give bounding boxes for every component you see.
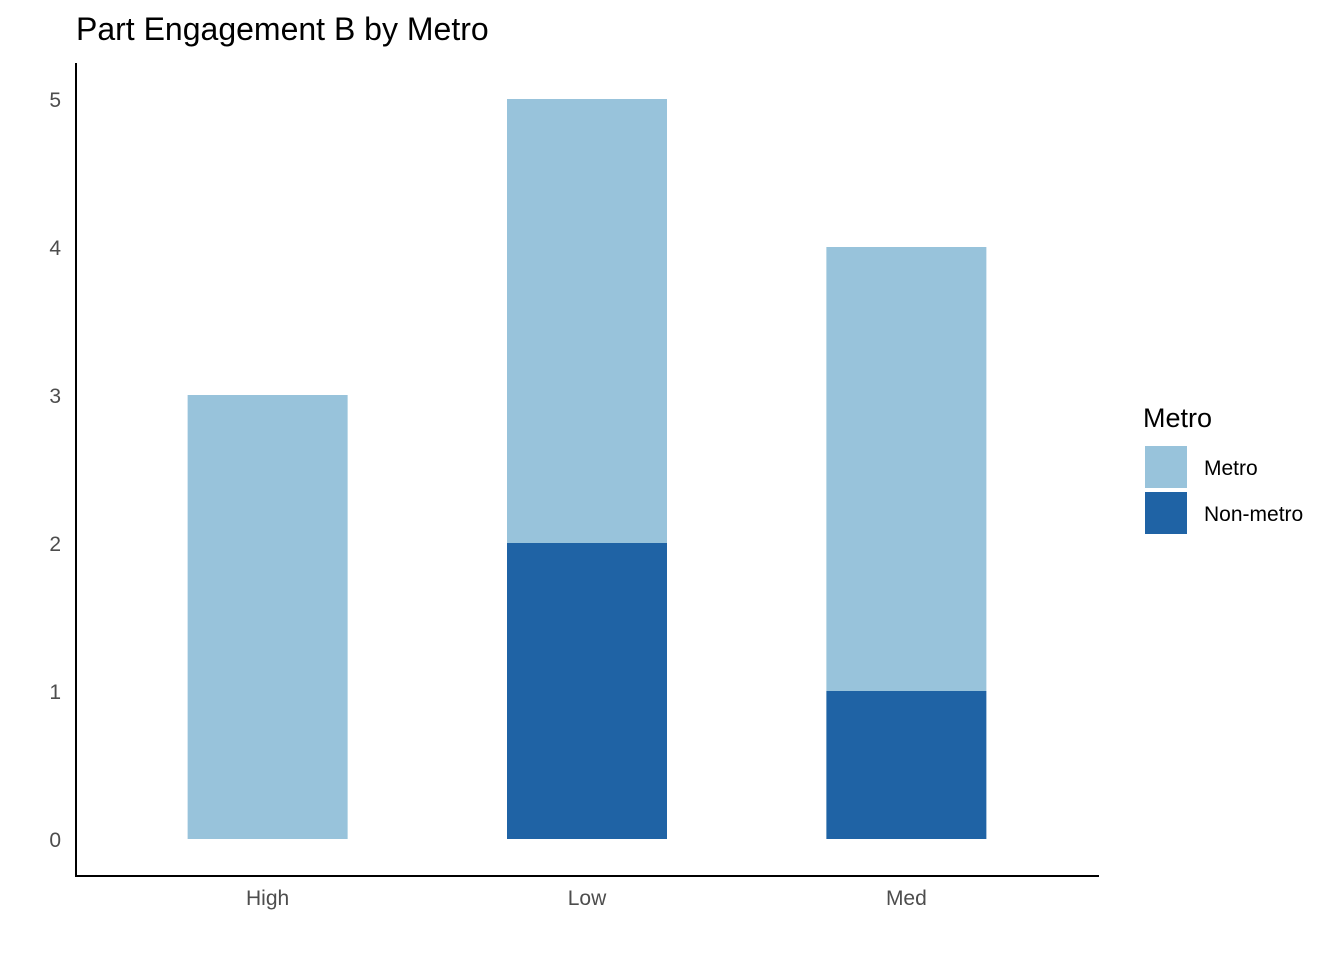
chart-title: Part Engagement B by Metro <box>76 11 489 47</box>
y-tick-label: 1 <box>49 681 61 704</box>
bar-med-non-metro <box>826 691 987 839</box>
y-tick-label: 0 <box>49 829 61 852</box>
y-tick-label: 3 <box>49 385 61 408</box>
x-tick-label: High <box>246 887 289 910</box>
x-tick-label: Low <box>568 887 607 910</box>
bar-low-non-metro <box>507 543 667 839</box>
legend-label-metro: Metro <box>1204 457 1258 480</box>
y-tick-label: 4 <box>49 237 61 260</box>
bar-low-metro <box>507 99 667 543</box>
legend: Metro Metro Non-metro <box>1143 403 1303 534</box>
legend-key-metro <box>1145 446 1187 488</box>
legend-title: Metro <box>1143 403 1212 433</box>
y-tick-labels: 0 1 2 3 4 5 <box>49 89 61 852</box>
legend-key-non-metro <box>1145 492 1187 534</box>
bar-high-metro <box>187 395 348 839</box>
legend-label-non-metro: Non-metro <box>1204 503 1303 526</box>
y-tick-label: 2 <box>49 533 61 556</box>
bars-layer <box>187 99 987 839</box>
x-tick-label: Med <box>886 887 927 910</box>
bar-med-metro <box>826 247 987 691</box>
y-tick-label: 5 <box>49 89 61 112</box>
x-tick-labels: High Low Med <box>246 887 927 910</box>
axes-layer <box>75 63 1099 877</box>
